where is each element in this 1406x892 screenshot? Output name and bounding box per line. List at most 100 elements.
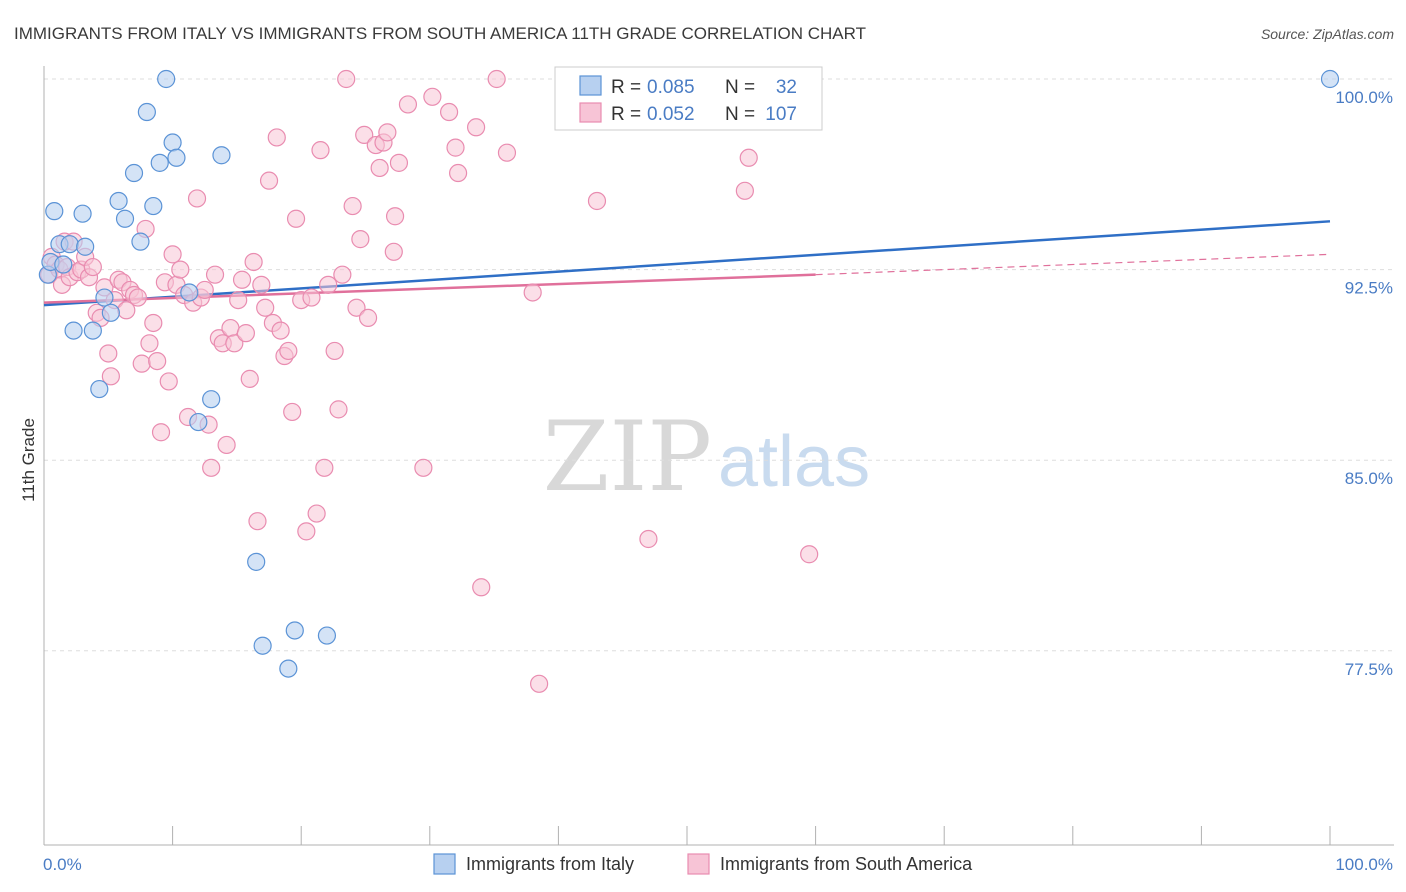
legend-swatch-italy xyxy=(579,75,602,96)
legend-r-label-south-america: R = xyxy=(611,104,641,125)
y-axis-label: 11th Grade xyxy=(19,418,38,502)
y-tick-label: 77.5% xyxy=(1345,660,1393,679)
watermark-atlas: atlas xyxy=(718,422,870,502)
bottom-legend: Immigrants from Italy Immigrants from So… xyxy=(433,853,973,875)
point-italy xyxy=(253,636,272,655)
trend-line-south-america xyxy=(43,273,816,304)
point-south-america xyxy=(423,87,442,106)
point-south-america xyxy=(358,308,378,327)
point-south-america xyxy=(144,313,163,333)
point-south-america xyxy=(163,245,182,264)
point-south-america xyxy=(307,504,326,523)
watermark-zip: ZIP xyxy=(543,401,712,513)
point-south-america xyxy=(466,118,486,137)
point-south-america xyxy=(302,288,321,307)
point-italy xyxy=(247,552,266,571)
y-tick-labels: 100.0% 92.5% 85.0% 77.5% xyxy=(1335,88,1393,679)
point-south-america xyxy=(315,458,334,477)
point-italy xyxy=(131,232,150,251)
point-south-america xyxy=(439,102,459,122)
bottom-legend-label-south-america: Immigrants from South America xyxy=(720,854,973,874)
chart-title: IMMIGRANTS FROM ITALY VS IMMIGRANTS FROM… xyxy=(14,24,866,43)
axes xyxy=(43,66,1394,846)
point-south-america xyxy=(337,69,356,89)
point-italy xyxy=(73,204,92,223)
x-tick-labels: 0.0% 100.0% xyxy=(43,855,1393,874)
point-south-america xyxy=(267,128,286,147)
legend-r-value-south-america: 0.052 xyxy=(647,104,695,125)
point-south-america xyxy=(639,529,658,549)
point-italy xyxy=(144,196,163,216)
point-south-america xyxy=(398,95,418,114)
point-italy xyxy=(212,146,231,165)
source-label: Source: ZipAtlas.com xyxy=(1261,26,1394,42)
point-south-america xyxy=(355,125,374,145)
point-italy xyxy=(279,659,298,678)
point-south-america xyxy=(256,298,275,317)
point-south-america xyxy=(248,512,267,531)
trend-line-south-america-extension xyxy=(815,253,1331,276)
point-south-america xyxy=(232,270,252,289)
point-south-america xyxy=(205,265,225,284)
point-south-america xyxy=(523,283,542,302)
point-south-america xyxy=(389,153,409,172)
bottom-legend-swatch-italy xyxy=(433,853,456,875)
point-south-america xyxy=(414,458,433,477)
point-south-america xyxy=(159,372,178,391)
point-south-america xyxy=(385,207,405,226)
point-italy xyxy=(285,621,304,640)
point-south-america xyxy=(378,123,397,142)
point-south-america xyxy=(351,230,370,249)
legend-swatch-south-america xyxy=(579,102,602,123)
point-south-america xyxy=(99,344,118,363)
point-italy xyxy=(180,283,199,302)
point-south-america xyxy=(472,578,491,597)
point-south-america xyxy=(735,181,754,200)
point-south-america xyxy=(530,674,549,693)
point-south-america xyxy=(83,257,102,277)
point-south-america xyxy=(333,265,352,284)
point-south-america xyxy=(171,260,190,279)
legend-n-label-south-america: N = xyxy=(725,104,755,125)
point-south-america xyxy=(236,324,256,343)
point-south-america xyxy=(319,275,338,294)
point-south-america xyxy=(739,148,758,167)
y-tick-label: 100.0% xyxy=(1335,88,1393,107)
point-italy xyxy=(124,163,144,183)
point-italy xyxy=(137,102,156,122)
point-south-america xyxy=(800,545,819,564)
point-south-america xyxy=(370,158,389,178)
point-south-america xyxy=(151,423,171,442)
point-south-america xyxy=(217,435,236,455)
point-italy xyxy=(167,148,186,167)
point-italy xyxy=(54,255,73,274)
point-italy xyxy=(95,288,114,307)
legend-r-value-italy: 0.085 xyxy=(647,77,695,98)
legend-n-label-italy: N = xyxy=(725,77,755,98)
point-italy xyxy=(45,202,64,221)
point-south-america xyxy=(497,143,517,162)
point-italy xyxy=(83,321,102,340)
point-italy xyxy=(317,626,337,645)
legend-r-label-italy: R = xyxy=(611,77,641,98)
y-tick-label: 92.5% xyxy=(1345,279,1393,298)
point-italy xyxy=(163,133,182,152)
point-south-america xyxy=(229,290,248,310)
point-south-america xyxy=(325,341,344,361)
watermark: ZIP atlas xyxy=(543,401,870,513)
point-italy xyxy=(157,69,176,89)
point-south-america xyxy=(140,334,159,353)
point-south-america xyxy=(252,275,271,294)
point-south-america xyxy=(225,334,244,353)
point-south-america xyxy=(311,141,330,160)
point-italy xyxy=(150,153,169,172)
point-south-america xyxy=(101,367,120,386)
point-italy xyxy=(60,235,79,254)
point-italy xyxy=(64,321,83,340)
point-italy xyxy=(101,303,120,322)
y-tick-label: 85.0% xyxy=(1345,469,1393,488)
point-south-america xyxy=(202,458,221,477)
point-south-america xyxy=(487,69,506,89)
legend-n-value-south-america: 107 xyxy=(765,104,797,125)
point-south-america xyxy=(283,402,302,422)
